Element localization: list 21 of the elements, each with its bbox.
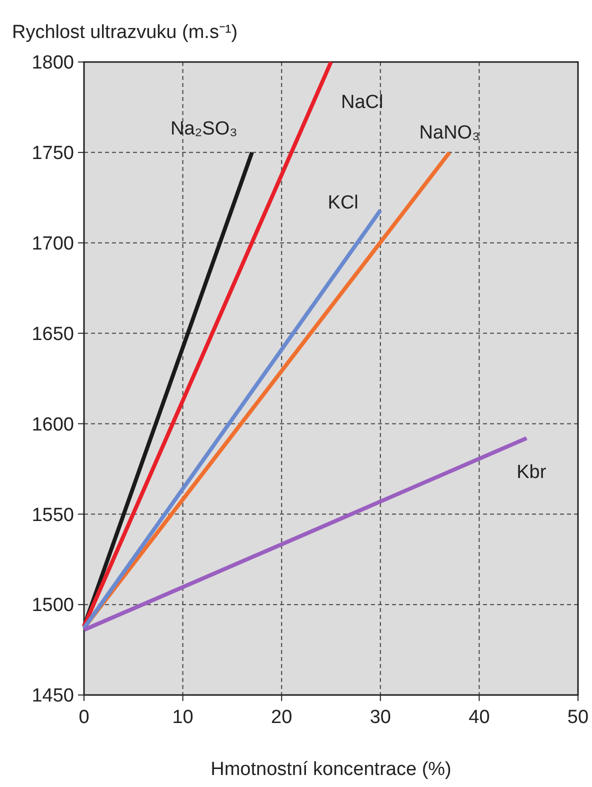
x-tick-label: 10 <box>172 707 194 728</box>
x-tick-label: 40 <box>468 707 490 728</box>
series-label: Kbr <box>516 462 547 484</box>
x-tick-label: 0 <box>78 707 90 728</box>
series-label: NaNO₃ <box>419 122 480 144</box>
y-tick-label: 1800 <box>32 52 74 74</box>
y-tick-label: 1600 <box>32 414 74 436</box>
y-tick-label: 1700 <box>32 234 74 255</box>
y-tick-label: 1650 <box>32 324 74 345</box>
y-tick-label: 1450 <box>32 686 74 707</box>
y-axis-title: Rychlost ultrazvuku (m.s⁻¹) <box>12 22 238 43</box>
series-label: KCl <box>328 192 358 214</box>
x-tick-label: 20 <box>271 707 292 728</box>
y-tick-label: 1550 <box>32 504 74 526</box>
x-axis-title: Hmotnostní koncentrace (%) <box>210 759 452 780</box>
y-tick-label: 1750 <box>32 143 74 164</box>
series-label: Na₂SO₃ <box>170 118 238 140</box>
x-tick-label: 50 <box>567 707 589 728</box>
series-label: NaCl <box>341 92 384 113</box>
y-tick-label: 1500 <box>32 595 74 616</box>
x-tick-label: 30 <box>370 707 391 728</box>
